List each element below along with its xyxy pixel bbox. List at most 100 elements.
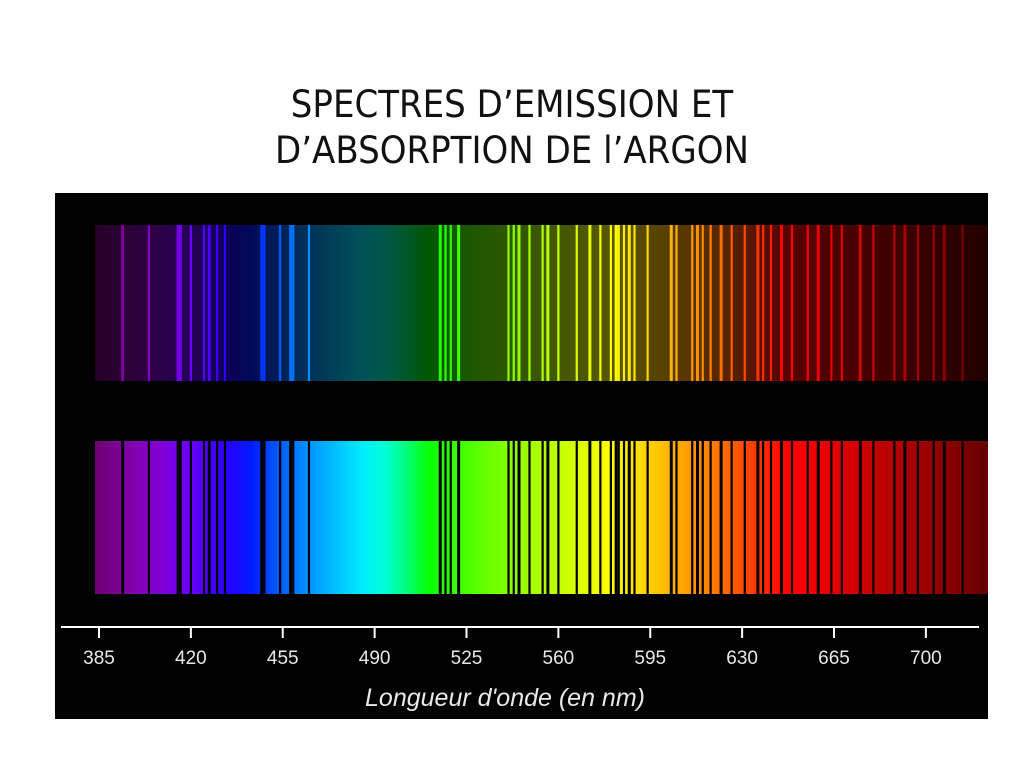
absorption-line bbox=[646, 441, 649, 594]
absorption-line bbox=[517, 441, 521, 594]
absorption-line bbox=[609, 441, 612, 594]
absorption-line bbox=[769, 441, 773, 594]
absorption-line bbox=[675, 441, 678, 594]
absorption-lines bbox=[121, 441, 964, 594]
absorption-line bbox=[743, 441, 746, 594]
emission-band-background bbox=[95, 225, 988, 381]
emission-line bbox=[457, 225, 461, 381]
absorption-line bbox=[622, 441, 626, 594]
emission-line bbox=[528, 225, 531, 381]
emission-line bbox=[609, 225, 612, 381]
emission-line bbox=[675, 225, 678, 381]
absorption-line bbox=[121, 441, 125, 594]
spectra-figure: 385 420 455 490 525 560 595 630 665 700 Longueur … bbox=[55, 193, 988, 719]
emission-line bbox=[669, 225, 673, 381]
slide-title: SPECTRES D’EMISSION ET D’ABSORPTION DE l… bbox=[41, 82, 983, 174]
emission-line bbox=[730, 225, 733, 381]
emission-line bbox=[223, 225, 227, 381]
emission-line bbox=[292, 225, 295, 381]
emission-line bbox=[263, 225, 266, 381]
absorption-line bbox=[512, 441, 515, 594]
absorption-line bbox=[444, 441, 447, 594]
absorption-line bbox=[932, 441, 935, 594]
title-line-2: D’ABSORPTION DE l’ARGON bbox=[275, 129, 749, 172]
emission-line bbox=[762, 225, 765, 381]
absorption-line bbox=[840, 441, 843, 594]
absorption-line bbox=[893, 441, 896, 594]
emission-line bbox=[627, 225, 631, 381]
tick-label: 385 bbox=[83, 648, 115, 669]
absorption-line bbox=[816, 441, 820, 594]
emission-line bbox=[289, 225, 293, 381]
emission-line bbox=[830, 225, 833, 381]
emission-line bbox=[438, 225, 442, 381]
emission-line bbox=[588, 225, 592, 381]
absorption-line bbox=[961, 441, 964, 594]
absorption-line bbox=[189, 441, 192, 594]
emission-line bbox=[307, 225, 311, 381]
tick-label: 455 bbox=[267, 648, 299, 669]
emission-line bbox=[872, 225, 875, 381]
absorption-line bbox=[575, 441, 578, 594]
absorption-line bbox=[756, 441, 760, 594]
tick-label: 630 bbox=[726, 648, 758, 669]
emission-line bbox=[622, 225, 626, 381]
absorption-line bbox=[289, 441, 293, 594]
absorption-line bbox=[263, 441, 266, 594]
absorption-line bbox=[541, 441, 544, 594]
absorption-line bbox=[916, 441, 920, 594]
emission-line bbox=[916, 225, 920, 381]
emission-line bbox=[780, 225, 783, 381]
emission-line bbox=[701, 225, 704, 381]
emission-lines bbox=[121, 225, 964, 381]
emission-line bbox=[546, 225, 550, 381]
absorption-line bbox=[178, 441, 182, 594]
emission-line bbox=[903, 225, 907, 381]
absorption-line bbox=[903, 441, 907, 594]
absorption-line bbox=[457, 441, 461, 594]
absorption-spectrum bbox=[95, 441, 988, 594]
absorption-line bbox=[806, 441, 809, 594]
emission-line bbox=[279, 225, 282, 381]
emission-spectrum bbox=[95, 225, 988, 381]
emission-line bbox=[541, 225, 544, 381]
absorption-line bbox=[709, 441, 712, 594]
emission-line bbox=[646, 225, 649, 381]
absorption-line bbox=[307, 441, 311, 594]
emission-line bbox=[893, 225, 896, 381]
absorption-line bbox=[790, 441, 794, 594]
absorption-line bbox=[292, 441, 295, 594]
emission-line bbox=[769, 225, 773, 381]
tick-label: 665 bbox=[818, 648, 850, 669]
emission-line bbox=[790, 225, 794, 381]
absorption-line bbox=[858, 441, 862, 594]
emission-line bbox=[202, 225, 206, 381]
absorption-line bbox=[762, 441, 765, 594]
wavelength-axis: 385 420 455 490 525 560 595 630 665 700 bbox=[61, 626, 979, 669]
emission-line bbox=[207, 225, 211, 381]
absorption-line bbox=[669, 441, 673, 594]
absorption-line bbox=[633, 441, 636, 594]
absorption-line bbox=[730, 441, 733, 594]
emission-line bbox=[719, 225, 723, 381]
absorption-line bbox=[830, 441, 833, 594]
emission-line bbox=[709, 225, 712, 381]
emission-line bbox=[449, 225, 452, 381]
tick-label: 595 bbox=[634, 648, 666, 669]
absorption-line bbox=[279, 441, 282, 594]
emission-line bbox=[599, 225, 602, 381]
emission-line bbox=[942, 225, 946, 381]
tick-label: 490 bbox=[359, 648, 391, 669]
absorption-line bbox=[588, 441, 592, 594]
emission-line bbox=[507, 225, 510, 381]
emission-line bbox=[178, 225, 182, 381]
tick-label: 560 bbox=[543, 648, 575, 669]
emission-line bbox=[557, 225, 560, 381]
tick-label: 525 bbox=[451, 648, 483, 669]
emission-line bbox=[189, 225, 192, 381]
absorption-line bbox=[176, 441, 179, 594]
emission-line bbox=[696, 225, 699, 381]
emission-line bbox=[840, 225, 843, 381]
emission-line bbox=[444, 225, 447, 381]
emission-line bbox=[743, 225, 746, 381]
